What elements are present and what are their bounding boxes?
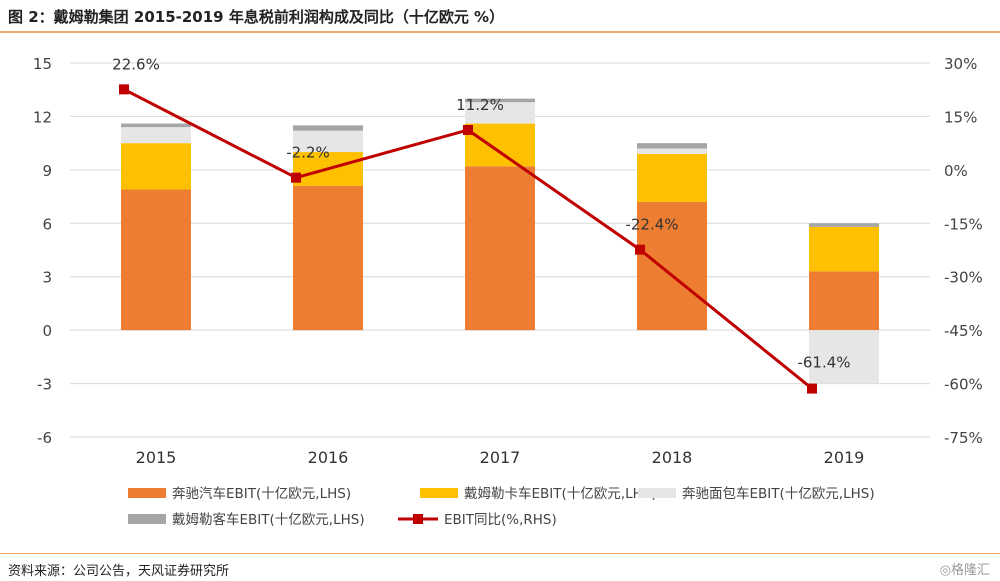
- bar-segment: [809, 330, 879, 384]
- yoy-marker: [635, 244, 645, 255]
- bar-segment: [465, 98, 535, 103]
- footer-divider: [0, 553, 1000, 554]
- x-tick-label: 2019: [824, 448, 865, 467]
- right-tick-label: -75%: [944, 429, 983, 447]
- x-tick-label: 2016: [308, 448, 349, 467]
- bar-segment: [465, 166, 535, 331]
- source-note: 资料来源：公司公告，天风证券研究所: [8, 564, 230, 579]
- left-tick-label: 6: [42, 215, 52, 233]
- bar-segment: [121, 123, 191, 128]
- legend-label: EBIT同比(%,RHS): [444, 512, 557, 528]
- left-tick-label: -3: [37, 376, 52, 394]
- bar-segment: [809, 226, 879, 272]
- chart-title: 图 2：戴姆勒集团 2015-2019 年息税前利润构成及同比（十亿欧元 %）: [8, 8, 505, 26]
- right-tick-label: 15%: [944, 108, 977, 126]
- yoy-data-label: -2.2%: [286, 144, 330, 162]
- yoy-data-label: 22.6%: [112, 55, 160, 73]
- right-tick-label: -45%: [944, 322, 983, 340]
- x-tick-label: 2017: [480, 448, 521, 467]
- yoy-marker: [463, 124, 473, 135]
- legend-swatch: [128, 514, 166, 524]
- data-labels: 22.6% -2.2% 11.2% -22.4% -61.4%: [112, 55, 850, 371]
- right-tick-label: 0%: [944, 162, 968, 180]
- bar-segment: [637, 143, 707, 149]
- bar-segment: [121, 143, 191, 190]
- bar-segment: [293, 125, 363, 131]
- legend-line-marker: [413, 514, 423, 524]
- yoy-marker: [807, 383, 817, 394]
- legend: 奔驰汽车EBIT(十亿欧元,LHS) 戴姆勒卡车EBIT(十亿欧元,LHS) 奔驰面…: [128, 485, 875, 528]
- legend-swatch: [638, 488, 676, 498]
- bar-series: [121, 98, 879, 384]
- bar-segment: [121, 189, 191, 331]
- right-tick-label: -30%: [944, 269, 983, 287]
- yoy-marker: [119, 84, 129, 95]
- left-tick-label: 9: [42, 162, 52, 180]
- legend-label: 奔驰汽车EBIT(十亿欧元,LHS): [172, 485, 351, 502]
- left-tick-label: 15: [33, 55, 52, 73]
- bar-segment: [637, 148, 707, 154]
- legend-swatch: [128, 488, 166, 498]
- title-divider: [0, 31, 1000, 33]
- bar-segment: [121, 127, 191, 144]
- watermark: ◎格隆汇: [939, 563, 990, 578]
- yoy-data-label: -22.4%: [625, 216, 678, 234]
- x-axis: 2015 2016 2017 2018 2019: [136, 448, 865, 467]
- yoy-data-label: 11.2%: [456, 96, 504, 114]
- left-tick-label: 3: [42, 269, 52, 287]
- left-tick-label: 0: [42, 322, 52, 340]
- bar-segment: [293, 185, 363, 331]
- yoy-line: [119, 84, 817, 394]
- bar-segment: [637, 201, 707, 331]
- bar-segment: [465, 102, 535, 124]
- right-tick-label: -15%: [944, 215, 983, 233]
- bar-segment: [465, 123, 535, 167]
- bar-segment: [293, 130, 363, 153]
- left-tick-label: -6: [37, 429, 52, 447]
- right-tick-label: -60%: [944, 376, 983, 394]
- yoy-marker: [291, 172, 301, 183]
- x-tick-label: 2015: [136, 448, 177, 467]
- bar-segment: [809, 271, 879, 331]
- yoy-data-label: -61.4%: [797, 354, 850, 372]
- right-tick-label: 30%: [944, 55, 977, 73]
- ebit-chart: 22.6% -2.2% 11.2% -22.4% -61.4% 15 12 9 6 3 0 -3 -6…: [33, 55, 983, 528]
- legend-label: 戴姆勒卡车EBIT(十亿欧元,LHS): [464, 485, 657, 502]
- legend-label: 戴姆勒客车EBIT(十亿欧元,LHS): [172, 511, 365, 528]
- x-tick-label: 2018: [652, 448, 693, 467]
- legend-label: 奔驰面包车EBIT(十亿欧元,LHS): [682, 485, 875, 502]
- left-axis: 15 12 9 6 3 0 -3 -6: [33, 55, 52, 447]
- right-axis: 30% 15% 0% -15% -30% -45% -60% -75%: [944, 55, 983, 447]
- left-tick-label: 12: [33, 108, 52, 126]
- legend-swatch: [420, 488, 458, 498]
- bar-segment: [809, 223, 879, 227]
- bar-segment: [637, 153, 707, 202]
